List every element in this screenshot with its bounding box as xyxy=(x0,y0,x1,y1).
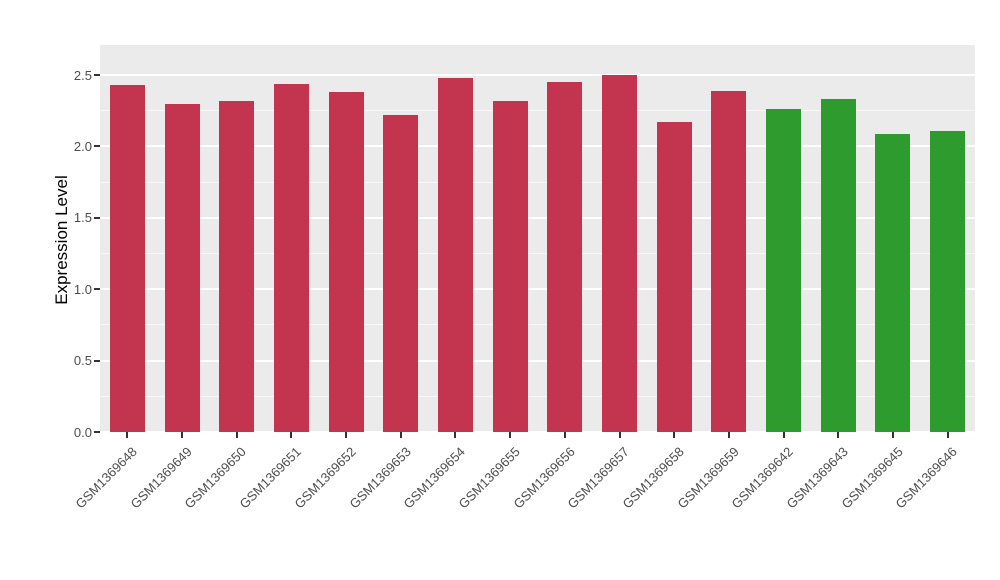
x-tick-mark xyxy=(290,432,293,438)
chart-panel xyxy=(100,45,975,433)
y-tick-label: 0.0 xyxy=(73,424,92,440)
x-tick-mark xyxy=(563,432,566,438)
y-tick-mark xyxy=(94,359,100,362)
bar-GSM1369648 xyxy=(109,85,145,432)
x-tick-mark xyxy=(235,432,238,438)
bar-GSM1369649 xyxy=(164,103,200,432)
gridline-major xyxy=(100,216,975,219)
gridline-major xyxy=(100,359,975,362)
x-tick-mark xyxy=(345,432,348,438)
bar-GSM1369646 xyxy=(930,130,966,432)
bar-GSM1369653 xyxy=(383,114,419,432)
y-tick-mark xyxy=(94,431,100,433)
gridline-major xyxy=(100,431,975,433)
x-tick-mark xyxy=(454,432,457,438)
bar-GSM1369654 xyxy=(437,77,473,432)
x-tick-mark xyxy=(837,432,840,438)
x-tick-mark xyxy=(618,432,621,438)
x-tick-mark xyxy=(399,432,402,438)
y-tick-mark xyxy=(94,145,100,148)
bar-GSM1369658 xyxy=(656,122,692,432)
x-tick-mark xyxy=(946,432,949,438)
bar-GSM1369645 xyxy=(875,133,911,432)
x-tick-mark xyxy=(727,432,730,438)
y-tick-mark xyxy=(94,288,100,291)
y-tick-label: 0.5 xyxy=(73,353,92,369)
y-tick-mark xyxy=(94,216,100,219)
bar-GSM1369650 xyxy=(219,100,255,432)
bar-GSM1369655 xyxy=(492,100,528,432)
x-tick-mark xyxy=(126,432,129,438)
bar-GSM1369657 xyxy=(602,75,638,432)
x-tick-mark xyxy=(673,432,676,438)
bar-GSM1369651 xyxy=(273,83,309,432)
gridline-major xyxy=(100,74,975,76)
gridline-major xyxy=(100,288,975,291)
y-tick-label: 2.0 xyxy=(73,138,92,154)
x-tick-mark xyxy=(509,432,512,438)
y-tick-label: 1.5 xyxy=(73,210,92,226)
y-tick-mark xyxy=(94,74,100,76)
x-tick-mark xyxy=(891,432,894,438)
bar-GSM1369656 xyxy=(547,82,583,432)
gridline-minor xyxy=(100,324,975,326)
bar-GSM1369652 xyxy=(328,92,364,432)
x-tick-mark xyxy=(782,432,785,438)
bar-GSM1369643 xyxy=(820,99,856,432)
gridline-minor xyxy=(100,181,975,183)
y-tick-label: 2.5 xyxy=(73,67,92,83)
x-tick-mark xyxy=(181,432,184,438)
y-tick-label: 1.0 xyxy=(73,281,92,297)
gridline-minor xyxy=(100,253,975,254)
bar-GSM1369659 xyxy=(711,90,747,432)
bar-GSM1369642 xyxy=(766,109,802,432)
gridline-minor xyxy=(100,395,975,397)
gridline-major xyxy=(100,145,975,148)
gridline-minor xyxy=(100,110,975,112)
